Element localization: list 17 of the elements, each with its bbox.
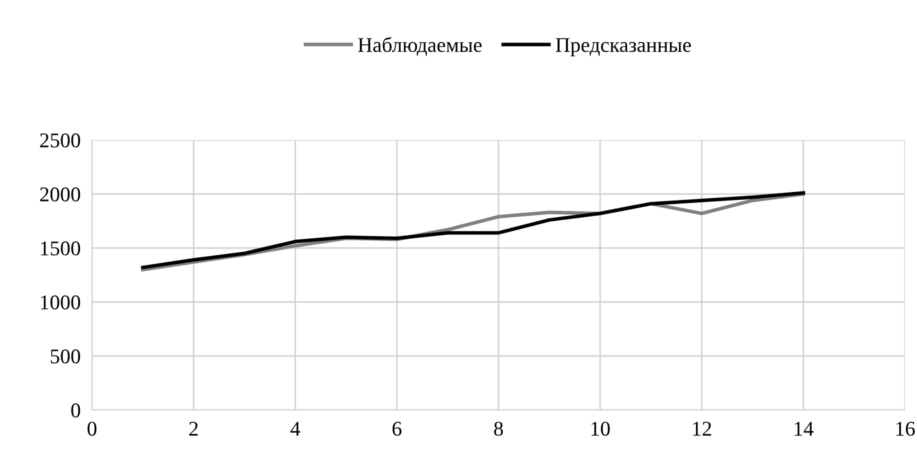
- x-tick-label: 14: [794, 422, 814, 436]
- legend-label: Наблюдаемые: [358, 36, 482, 56]
- x-tick-label: 8: [494, 422, 503, 436]
- x-tick-label: 2: [189, 422, 198, 436]
- y-tick-label: 1000: [41, 295, 80, 310]
- x-tick-label: 16: [896, 422, 915, 436]
- y-tick-label: 2000: [40, 187, 80, 202]
- x-tick-label: 10: [592, 422, 610, 436]
- x-tick-label: 6: [392, 422, 402, 436]
- y-tick-label: 1500: [41, 241, 80, 256]
- legend-label: Предсказанные: [556, 38, 691, 56]
- x-tick-label: 4: [290, 422, 300, 436]
- x-tick-label: 12: [693, 422, 712, 436]
- y-tick-label: 0: [71, 403, 80, 418]
- y-tick-label: 2500: [40, 133, 80, 148]
- x-tick-label: 0: [88, 422, 96, 436]
- y-tick-label: 500: [50, 349, 80, 364]
